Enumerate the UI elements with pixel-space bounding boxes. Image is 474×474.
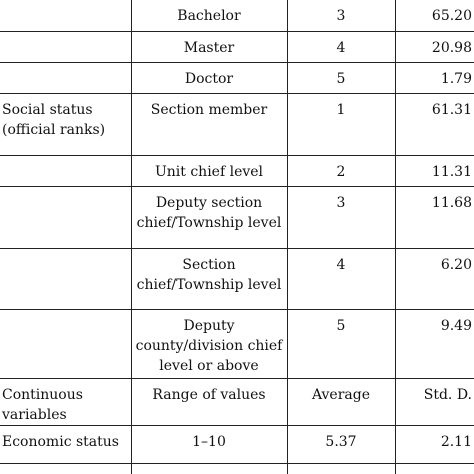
row-label-cell <box>0 0 132 32</box>
cell-text-line: Deputy <box>183 317 235 334</box>
cell-text-line: Continuous <box>2 387 83 404</box>
table-row: Social status (official ranks) Section mem… <box>0 92 474 156</box>
cell-text: 20.98 <box>431 39 472 56</box>
cell-text-line: Bachelor <box>177 8 241 24</box>
cell-text: 65.20 <box>431 8 472 24</box>
percent-cell: 61.31 <box>395 92 474 156</box>
row-label-cell: Social status (official ranks) <box>0 92 132 156</box>
category-cell <box>131 463 288 474</box>
cell-text-line: Doctor <box>184 70 234 87</box>
cell-text: 9.49 <box>440 317 472 334</box>
table-row: Continuous variables Range of values Averag… <box>0 378 474 426</box>
percent-cell: 9.49 <box>395 308 474 379</box>
cell-text-line: chief/Township level <box>136 276 282 293</box>
cell-text-line: Range of values <box>152 387 266 404</box>
table-row: Bachelor 3 65.20 <box>0 0 474 32</box>
table-row: Doctor 5 1.79 <box>0 61 474 94</box>
cell-text: 5 <box>336 317 346 334</box>
code-cell: 5 <box>287 61 396 94</box>
code-cell: 4 <box>287 30 396 63</box>
cell-text: 3 <box>336 195 346 212</box>
cell-text-line: (official ranks) <box>2 121 106 138</box>
cell-text: 1.79 <box>440 70 472 87</box>
table-row: Master 4 20.98 <box>0 30 474 63</box>
cell-text-line: 1–10 <box>192 434 226 451</box>
percent-cell: 11.31 <box>395 155 474 187</box>
code-cell <box>287 463 396 474</box>
code-cell: Average <box>287 378 396 426</box>
row-label-cell: Continuous variables <box>0 378 132 426</box>
code-cell: 3 <box>287 186 396 248</box>
cell-text: 2.11 <box>440 434 472 451</box>
table-row: Deputy county/division chief level or abov… <box>0 308 474 379</box>
cell-text-line: Section member <box>150 101 268 118</box>
percent-cell: 20.98 <box>395 30 474 63</box>
cell-text-line: Economic status <box>2 434 119 451</box>
row-label-cell <box>0 186 132 248</box>
cell-text: 5 <box>336 70 346 87</box>
cell-text: 4 <box>336 39 346 56</box>
cell-text-line: level or above <box>159 357 259 374</box>
cell-text: 61.31 <box>431 101 472 118</box>
cell-text-line: Deputy section <box>155 195 263 212</box>
cell-text: 2 <box>336 164 346 181</box>
cell-text: 6.20 <box>440 256 472 273</box>
row-label-cell <box>0 463 132 474</box>
code-cell: 3 <box>287 0 396 32</box>
category-cell: Section member <box>131 92 288 156</box>
cell-text: 5.37 <box>325 434 357 451</box>
cell-text: Average <box>311 387 371 404</box>
cell-text-line: Master <box>183 39 235 56</box>
category-cell: Section chief/Township level <box>131 247 288 310</box>
cell-text-line: variables <box>2 407 67 424</box>
cell-text-line: Section <box>182 256 236 273</box>
category-cell: Unit chief level <box>131 155 288 187</box>
cell-text: Std. D. <box>423 387 472 404</box>
row-label-cell <box>0 155 132 187</box>
code-cell: 5.37 <box>287 425 396 464</box>
category-cell: Doctor <box>131 61 288 94</box>
cell-text-line: county/division chief <box>135 337 283 354</box>
row-label-cell: Economic status <box>0 425 132 464</box>
category-cell: Range of values <box>131 378 288 426</box>
percent-cell: 1.79 <box>395 61 474 94</box>
code-cell: 2 <box>287 155 396 187</box>
table-row <box>0 463 474 474</box>
code-cell: 1 <box>287 92 396 156</box>
cell-text: 1 <box>336 101 346 118</box>
percent-cell: 65.20 <box>395 0 474 31</box>
table-row: Unit chief level 2 11.31 <box>0 155 474 187</box>
cell-text-line: Unit chief level <box>154 164 264 181</box>
percent-cell <box>395 463 474 474</box>
category-cell: Master <box>131 30 288 63</box>
cell-text: 3 <box>336 8 346 24</box>
row-label-cell <box>0 308 132 379</box>
cell-text-line: Social status <box>2 101 93 118</box>
percent-cell: 2.11 <box>395 425 474 464</box>
cell-text-line: chief/Township level <box>136 215 282 232</box>
row-label-cell <box>0 247 132 310</box>
code-cell: 5 <box>287 308 396 379</box>
row-label-cell <box>0 30 132 63</box>
table-row: Section chief/Township level 4 6.20 <box>0 247 474 310</box>
row-label-cell <box>0 61 132 94</box>
category-cell: Deputy section chief/Township level <box>131 186 288 248</box>
category-cell: Deputy county/division chief level or abov… <box>131 308 288 379</box>
percent-cell: 11.68 <box>395 186 474 248</box>
percent-cell: Std. D. <box>395 378 474 426</box>
table-row: Deputy section chief/Township level 3 11.68 <box>0 186 474 248</box>
cell-text: 11.68 <box>431 195 472 212</box>
cell-text: 4 <box>336 256 346 273</box>
percent-cell: 6.20 <box>395 247 474 310</box>
category-cell: 1–10 <box>131 425 288 464</box>
category-cell: Bachelor <box>131 0 288 32</box>
table-row: Economic status 1–10 5.37 2.11 <box>0 425 474 464</box>
code-cell: 4 <box>287 247 396 310</box>
cell-text: 11.31 <box>431 164 472 181</box>
